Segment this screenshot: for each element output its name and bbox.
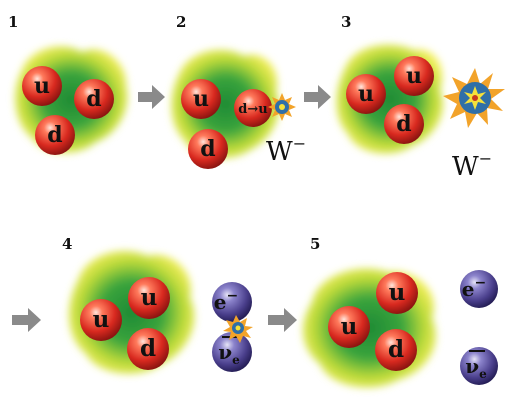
electron xyxy=(460,270,498,308)
w-boson-label: W− xyxy=(266,134,306,167)
arrow-icon xyxy=(138,85,165,109)
arrow-icon xyxy=(268,308,297,332)
electron-label: e− xyxy=(462,275,486,301)
gluon-cloud xyxy=(171,49,280,159)
w-boson-label: W− xyxy=(452,149,492,182)
transition-label: d→u xyxy=(238,102,267,117)
antineutrino xyxy=(460,347,498,385)
step-3-nucleon: u u d W− xyxy=(336,44,505,182)
up-quark xyxy=(80,299,122,341)
up-quark-label: u xyxy=(341,313,358,340)
step-number-4: 4 xyxy=(62,235,72,253)
step-4-nucleon: u u d e− νe xyxy=(68,250,253,374)
w-boson-burst-icon xyxy=(223,315,253,343)
step-number-3: 3 xyxy=(341,13,351,31)
down-quark xyxy=(384,104,424,144)
down-quark xyxy=(375,329,417,371)
down-quark-label: d xyxy=(86,86,101,112)
electron xyxy=(212,282,252,322)
down-quark-label: d xyxy=(140,335,156,362)
step-2-nucleon: u d→u d W− xyxy=(171,49,306,169)
step-number-1: 1 xyxy=(8,13,18,31)
antineutrino xyxy=(212,332,252,372)
step-number-5: 5 xyxy=(310,235,320,253)
up-quark-label: u xyxy=(389,279,406,306)
down-quark xyxy=(74,79,114,119)
up-quark-label: u xyxy=(34,73,50,99)
antineutrino-label: νe xyxy=(218,340,240,367)
electron-label: e− xyxy=(214,288,238,314)
up-quark-label: u xyxy=(93,306,110,333)
down-quark-label: d xyxy=(388,336,404,363)
antineutrino-label: νe xyxy=(465,354,487,381)
up-quark xyxy=(376,272,418,314)
down-quark xyxy=(127,328,169,370)
w-boson-burst-icon xyxy=(443,68,505,128)
arrow-icon xyxy=(304,85,331,109)
down-quark-label: d xyxy=(200,136,215,162)
transforming-quark xyxy=(234,89,272,127)
step-5-nucleon: u u d e− νe xyxy=(302,268,498,388)
down-quark xyxy=(35,115,75,155)
up-quark-label: u xyxy=(193,86,209,112)
w-boson-burst-icon xyxy=(268,93,296,121)
down-quark-label: d xyxy=(396,111,411,137)
step-1-nucleon: u d d xyxy=(15,46,128,155)
down-quark-label: d xyxy=(47,122,62,148)
up-quark xyxy=(328,306,370,348)
up-quark xyxy=(181,79,221,119)
up-quark xyxy=(128,277,170,319)
up-quark xyxy=(346,74,386,114)
up-quark-label: u xyxy=(358,81,374,107)
arrow-icon xyxy=(12,308,41,332)
down-quark xyxy=(188,129,228,169)
up-quark-label: u xyxy=(406,63,422,89)
up-quark xyxy=(22,66,62,106)
up-quark xyxy=(394,56,434,96)
step-number-2: 2 xyxy=(176,13,186,31)
up-quark-label: u xyxy=(141,284,158,311)
